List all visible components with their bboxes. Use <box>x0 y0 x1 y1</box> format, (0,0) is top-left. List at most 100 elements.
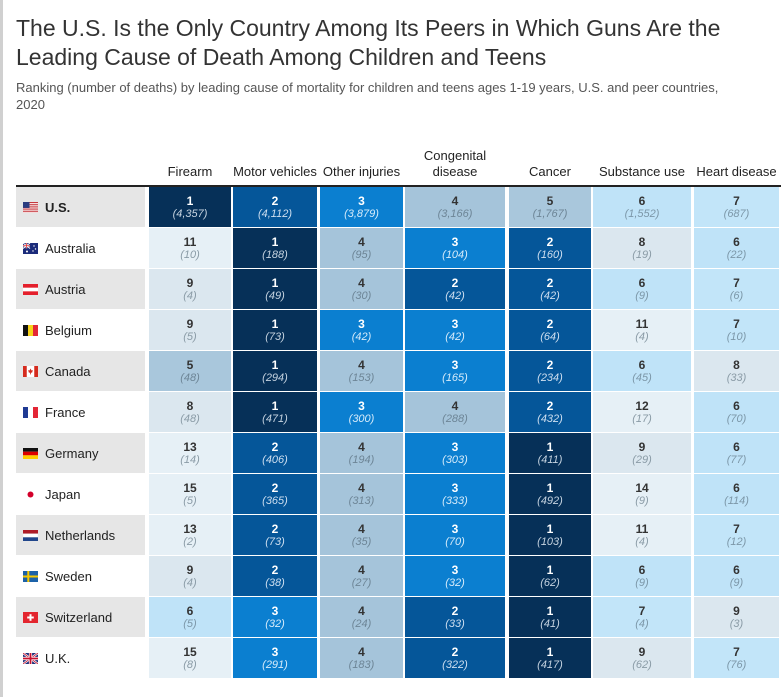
row-label-germany: Germany <box>16 433 145 473</box>
rank-value: 1 <box>546 644 554 659</box>
chart-subtitle: Ranking (number of deaths) by leading ca… <box>16 80 719 112</box>
row-label-u-k: U.K. <box>16 638 145 678</box>
cell-germany-heart-disease: 6 (77) <box>694 433 779 473</box>
rank-value: 1 <box>546 480 554 495</box>
row-label-netherlands: Netherlands <box>16 515 145 555</box>
cell-australia-heart-disease: 6 (22) <box>694 228 779 268</box>
cell-u-s-heart-disease: 7 (687) <box>694 187 779 227</box>
column-header-other-injuries: Other injuries <box>322 164 401 179</box>
cell-austria-heart-disease: 7 (6) <box>694 269 779 309</box>
row-label-austria: Austria <box>16 269 145 309</box>
rank-value: 15 <box>183 644 197 659</box>
deaths-value: (73) <box>265 330 285 343</box>
cell-netherlands-motor-vehicles: 2 (73) <box>233 515 317 555</box>
rank-value: 3 <box>451 521 459 536</box>
country-name: Australia <box>45 240 96 256</box>
deaths-value: (322) <box>442 658 468 671</box>
deaths-value: (291) <box>262 658 288 671</box>
cell-sweden-firearm: 9 (4) <box>149 556 231 596</box>
rank-value: 3 <box>358 316 365 331</box>
rank-value: 1 <box>271 357 279 372</box>
deaths-value: (288) <box>442 412 468 425</box>
cell-japan-cancer: 1 (492) <box>509 474 591 514</box>
deaths-value: (313) <box>348 494 375 507</box>
deaths-value: (42) <box>445 289 465 302</box>
rank-value: 13 <box>183 521 197 536</box>
cell-australia-substance-use: 8 (19) <box>593 228 691 268</box>
rank-value: 14 <box>635 480 649 495</box>
rank-value: 9 <box>186 316 194 331</box>
rank-value: 1 <box>271 275 279 290</box>
rank-value: 5 <box>546 193 554 208</box>
country-name: Belgium <box>45 322 92 338</box>
country-name: Austria <box>45 281 86 297</box>
deaths-value: (32) <box>265 617 285 630</box>
cell-japan-firearm: 15 (5) <box>149 474 231 514</box>
cell-u-s-cancer: 5 (1,767) <box>509 187 591 227</box>
deaths-value: (19) <box>632 248 652 261</box>
rank-value: 6 <box>638 193 646 208</box>
rank-value: 3 <box>451 234 459 249</box>
deaths-value: (33) <box>726 371 747 384</box>
cell-japan-congenital-disease: 3 (333) <box>405 474 505 514</box>
cell-australia-congenital-disease: 3 (104) <box>405 228 505 268</box>
rank-value: 7 <box>638 603 646 618</box>
cell-switzerland-motor-vehicles: 3 (32) <box>233 597 317 637</box>
deaths-value: (160) <box>537 248 563 261</box>
cell-netherlands-cancer: 1 (103) <box>509 515 591 555</box>
rank-value: 8 <box>186 398 194 413</box>
cell-netherlands-heart-disease: 7 (12) <box>694 515 779 555</box>
left-border <box>0 0 3 697</box>
row-label-u-s: U.S. <box>16 187 145 227</box>
deaths-value: (5) <box>183 494 197 507</box>
rank-value: 1 <box>546 439 554 454</box>
cell-u-k-cancer: 1 (417) <box>509 638 591 678</box>
rank-value: 6 <box>186 603 194 618</box>
cell-germany-other-injuries: 4 (194) <box>320 433 403 473</box>
cell-u-k-heart-disease: 7 (76) <box>694 638 779 678</box>
deaths-value: (406) <box>262 453 288 466</box>
rank-value: 4 <box>358 275 365 290</box>
cell-japan-other-injuries: 4 (313) <box>320 474 403 514</box>
cell-switzerland-heart-disease: 9 (3) <box>694 597 779 637</box>
rank-value: 7 <box>733 275 740 290</box>
rank-value: 4 <box>358 521 365 536</box>
rank-value: 2 <box>271 562 279 577</box>
rank-value: 9 <box>638 644 646 659</box>
rank-value: 6 <box>638 275 646 290</box>
cell-france-other-injuries: 3 (300) <box>320 392 403 432</box>
cell-canada-motor-vehicles: 1 (294) <box>233 351 317 391</box>
deaths-value: (14) <box>180 453 200 466</box>
rank-value: 3 <box>451 439 459 454</box>
cell-belgium-heart-disease: 7 (10) <box>694 310 779 350</box>
cell-u-s-congenital-disease: 4 (3,166) <box>405 187 505 227</box>
rank-value: 11 <box>183 234 197 249</box>
rank-value: 2 <box>546 234 554 249</box>
deaths-value: (12) <box>726 535 747 548</box>
cell-u-s-motor-vehicles: 2 (4,112) <box>233 187 317 227</box>
deaths-value: (365) <box>262 494 288 507</box>
switzerland-flag-icon <box>23 611 38 623</box>
country-name: Canada <box>45 363 91 379</box>
column-header-congenital-disease: Congenital disease <box>423 148 487 179</box>
chart-title: The U.S. Is the Only Country Among Its P… <box>16 15 721 70</box>
japan-flag-icon <box>23 488 38 500</box>
rank-value: 2 <box>451 603 459 618</box>
rank-value: 3 <box>451 316 459 331</box>
cell-belgium-other-injuries: 3 (42) <box>320 310 403 350</box>
deaths-value: (62) <box>540 576 560 589</box>
belgium-flag-icon <box>23 324 38 336</box>
cell-france-substance-use: 12 (17) <box>593 392 691 432</box>
deaths-value: (194) <box>348 453 375 466</box>
netherlands-flag-icon <box>23 529 38 541</box>
deaths-value: (4) <box>635 617 649 630</box>
rank-value: 3 <box>451 357 459 372</box>
row-label-canada: Canada <box>16 351 145 391</box>
row-label-switzerland: Switzerland <box>16 597 145 637</box>
deaths-value: (183) <box>348 658 375 671</box>
country-name: U.K. <box>45 650 71 666</box>
row-label-belgium: Belgium <box>16 310 145 350</box>
cell-belgium-firearm: 9 (5) <box>149 310 231 350</box>
cell-australia-cancer: 2 (160) <box>509 228 591 268</box>
cell-u-k-other-injuries: 4 (183) <box>320 638 403 678</box>
